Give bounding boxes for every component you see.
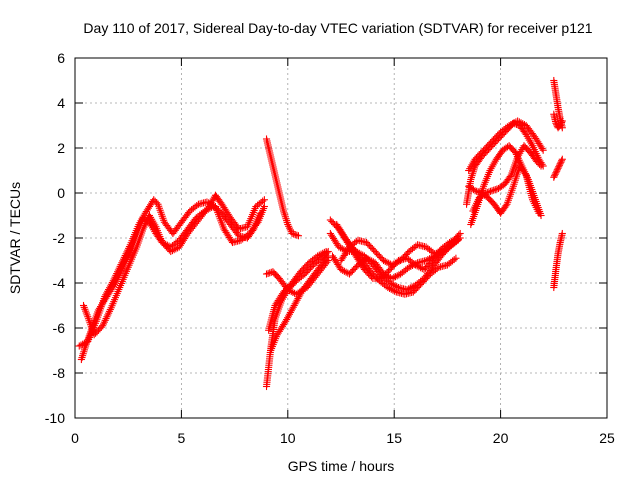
- data-point: [260, 202, 268, 211]
- data-point: [537, 162, 545, 170]
- data-points: [75, 76, 566, 391]
- data-point: [350, 265, 358, 274]
- y-axis-label: SDTVAR / TECUs: [7, 182, 23, 294]
- grid-lines: [75, 58, 607, 418]
- y-tick-label: -4: [53, 275, 66, 291]
- y-tick-label: 0: [57, 185, 65, 201]
- y-tick-label: 4: [57, 95, 65, 111]
- data-point: [508, 144, 516, 152]
- data-point: [324, 256, 332, 265]
- data-point: [452, 254, 460, 262]
- x-tick-label: 20: [493, 430, 509, 446]
- data-point: [535, 209, 543, 217]
- chart-title: Day 110 of 2017, Sidereal Day-to-day VTE…: [83, 20, 592, 36]
- data-point: [488, 198, 496, 206]
- data-track: [79, 191, 268, 339]
- data-point: [509, 146, 517, 154]
- data-track: [75, 196, 268, 350]
- data-point: [558, 117, 566, 125]
- data-point: [558, 155, 566, 163]
- data-point: [375, 252, 383, 260]
- data-point: [456, 229, 464, 238]
- x-tick-label: 25: [599, 430, 615, 446]
- data-point: [520, 142, 528, 150]
- data-point: [318, 254, 326, 262]
- data-point: [329, 219, 337, 227]
- data-track: [465, 162, 543, 217]
- data-point: [273, 272, 281, 280]
- data-point: [521, 143, 529, 151]
- data-point: [365, 241, 373, 250]
- data-track: [262, 256, 332, 298]
- data-point: [328, 217, 336, 226]
- data-point: [368, 244, 376, 253]
- data-point: [539, 146, 547, 154]
- data-point: [484, 193, 492, 202]
- data-track: [550, 229, 566, 292]
- data-point: [370, 246, 378, 254]
- data-track: [550, 110, 566, 132]
- data-point: [347, 268, 355, 277]
- x-tick-label: 10: [280, 430, 296, 446]
- data-track: [262, 135, 302, 240]
- data-point: [485, 195, 493, 203]
- data-point: [326, 216, 334, 224]
- data-track: [326, 216, 462, 283]
- data-point: [96, 325, 104, 333]
- x-axis-label: GPS time / hours: [288, 458, 395, 474]
- data-point: [260, 196, 268, 204]
- data-point: [505, 142, 513, 150]
- data-point: [454, 234, 462, 242]
- data-point: [367, 243, 375, 251]
- data-point: [486, 196, 494, 204]
- data-point: [524, 146, 532, 154]
- data-point: [523, 144, 531, 152]
- x-tick-label: 15: [386, 430, 402, 446]
- data-point: [371, 247, 379, 256]
- y-tick-label: 6: [57, 50, 65, 66]
- data-point: [558, 229, 566, 238]
- axis-tick-labels: 0 5 10 15 20 25 -10 -8 -6 -4 -2 0 2 4 6: [45, 50, 615, 446]
- y-tick-label: -8: [53, 365, 66, 381]
- data-point: [377, 253, 385, 262]
- x-tick-label: 5: [178, 430, 186, 446]
- data-track: [469, 142, 545, 215]
- data-point: [294, 232, 302, 240]
- x-tick-label: 0: [71, 430, 79, 446]
- y-tick-label: -2: [53, 230, 66, 246]
- data-track: [550, 155, 566, 181]
- data-point: [271, 270, 280, 279]
- data-point: [404, 249, 412, 257]
- data-point: [270, 269, 278, 277]
- y-tick-label: -10: [45, 410, 65, 426]
- data-point: [351, 264, 359, 272]
- plot-area-frame: [74, 57, 608, 419]
- y-tick-label: -6: [53, 320, 66, 336]
- data-point: [269, 268, 277, 276]
- data-point: [374, 250, 382, 259]
- data-point: [322, 247, 330, 256]
- data-track: [465, 117, 547, 175]
- y-tick-label: 2: [57, 140, 65, 156]
- data-point: [372, 249, 381, 257]
- data-point: [506, 143, 514, 151]
